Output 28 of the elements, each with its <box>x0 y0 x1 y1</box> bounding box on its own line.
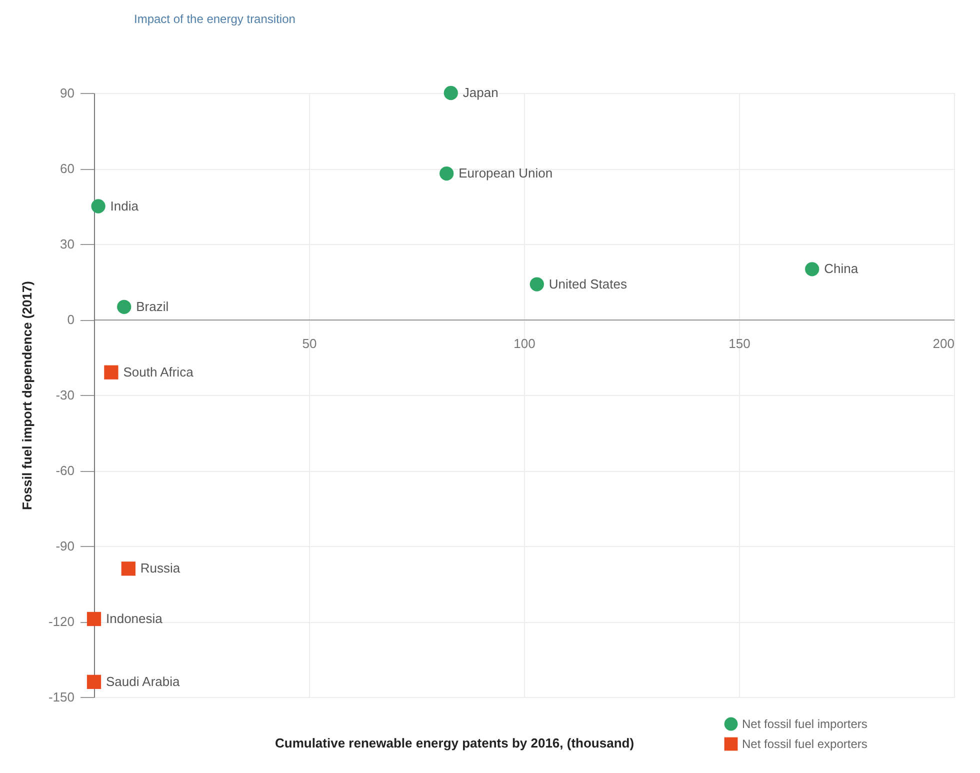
x-tick-label: 50 <box>302 336 317 351</box>
x-tick-label: 200 <box>932 336 954 351</box>
x-tick-label: 150 <box>728 336 750 351</box>
y-tick-label: 30 <box>60 236 74 252</box>
y-tick-label: -90 <box>56 538 74 554</box>
annotation: South Africa <box>123 364 194 380</box>
y-tick-label: 0 <box>67 312 74 327</box>
y-tick-label: -30 <box>56 388 74 402</box>
annotation: European Union <box>458 166 553 181</box>
chart-title: Impact of the energy transition <box>134 12 296 26</box>
y-tick-label: -150 <box>48 690 74 704</box>
annotation: Brazil <box>136 298 169 314</box>
y-tick-label: 60 <box>60 161 74 176</box>
x-tick-label: 100 <box>514 336 536 351</box>
annotation: India <box>110 198 140 214</box>
y-tick-label: -60 <box>56 463 74 478</box>
annotation: Russia <box>140 560 181 576</box>
legend-label: Net fossil fuel exporters <box>742 737 868 751</box>
legend-label: Net fossil fuel importers <box>742 717 868 731</box>
y-tick-label: -120 <box>48 614 74 629</box>
y-tick-label: 90 <box>60 86 74 100</box>
x-axis-title: Cumulative renewable energy patents by 2016, (thousand) <box>274 736 634 750</box>
annotation: Japan <box>462 85 498 100</box>
annotation: Saudi Arabia <box>106 674 180 689</box>
annotation: China <box>824 261 859 276</box>
annotation: United States <box>548 276 628 292</box>
annotation: Indonesia <box>106 610 164 626</box>
y-axis-title: Fossil fuel import dependence (2017) <box>19 281 34 510</box>
